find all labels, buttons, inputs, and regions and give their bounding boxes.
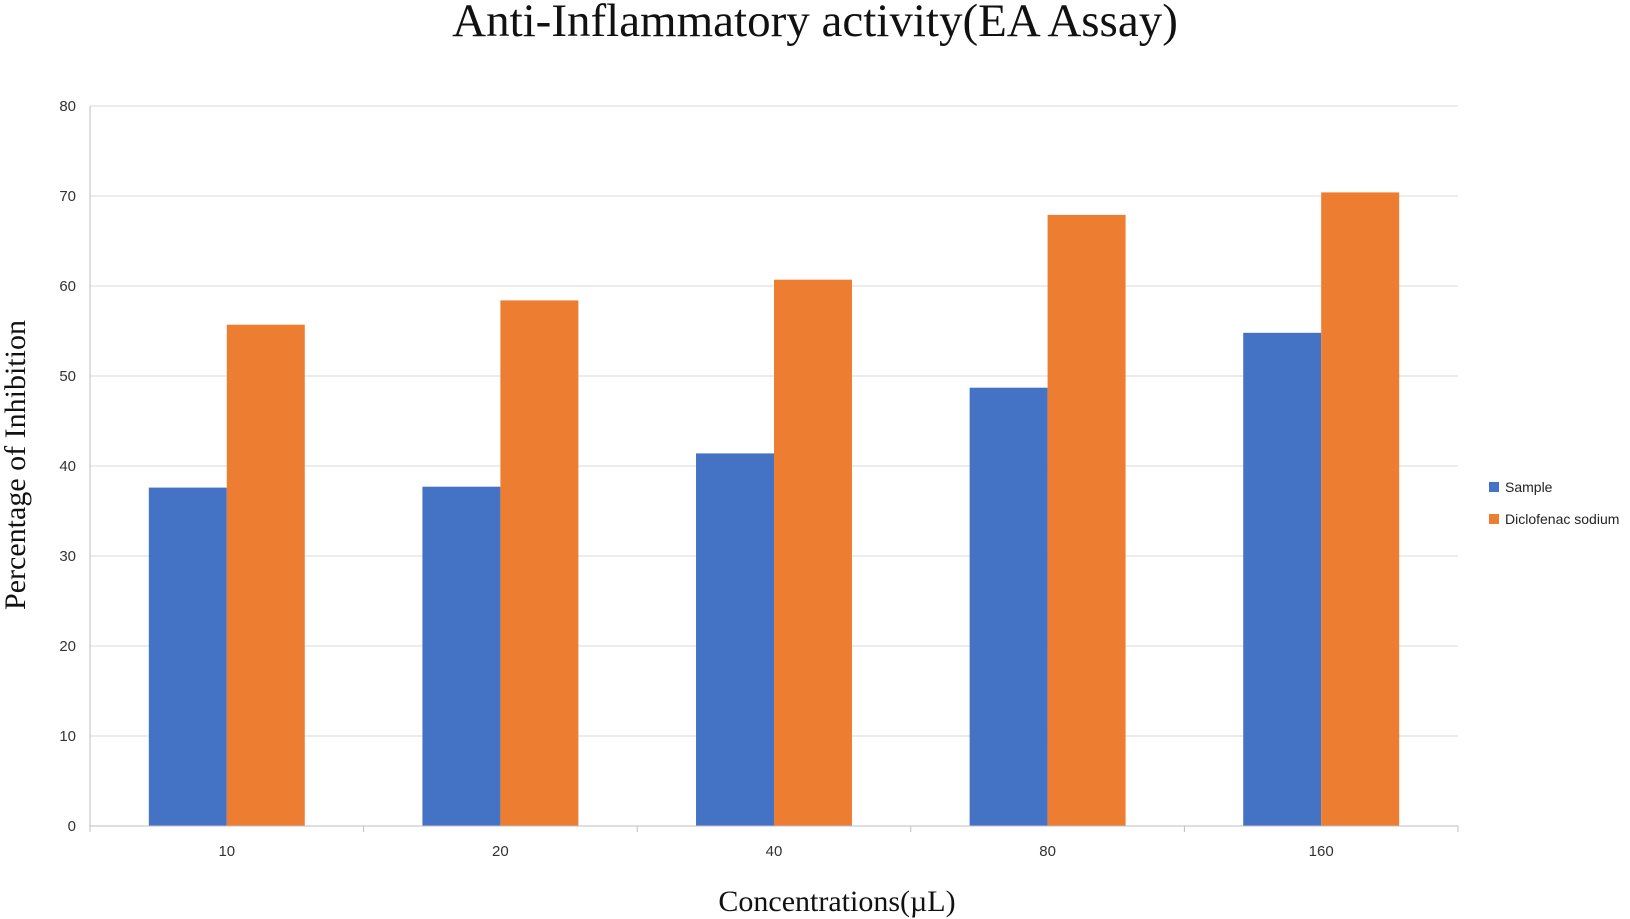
legend-label: Sample [1505, 479, 1553, 495]
legend-label: Diclofenac sodium [1505, 511, 1619, 527]
x-tick-label: 80 [1039, 843, 1056, 860]
x-tick-label: 40 [766, 843, 783, 860]
bar [1321, 192, 1400, 826]
legend: Sample Diclofenac sodium [1489, 479, 1619, 527]
x-axis [89, 106, 1459, 832]
x-tick-label: 160 [1309, 843, 1334, 860]
y-tick-label: 50 [59, 368, 76, 385]
y-tick-label: 0 [68, 818, 76, 835]
y-tick-label: 80 [59, 98, 76, 115]
bar [148, 487, 227, 826]
legend-swatch [1489, 514, 1499, 524]
bar [774, 279, 852, 826]
chart-title: Anti-Inflammatory activity(EA Assay) [452, 0, 1178, 47]
y-tick-label: 40 [59, 458, 76, 475]
bar [226, 324, 305, 826]
x-tick-labels: 10 20 40 80 160 [218, 843, 1333, 860]
x-axis-title: Concentrations(µL) [718, 885, 955, 918]
legend-swatch [1489, 482, 1499, 492]
y-tick-labels: 0 10 20 30 40 50 60 70 80 [59, 98, 76, 835]
x-tick-label: 10 [218, 843, 235, 860]
x-tick-label: 20 [492, 843, 509, 860]
bar [1243, 332, 1322, 826]
bar [422, 486, 501, 826]
bars [148, 192, 1400, 826]
y-tick-label: 60 [59, 278, 76, 295]
y-tick-label: 30 [59, 548, 76, 565]
bar [969, 387, 1048, 826]
y-tick-label: 70 [59, 188, 76, 205]
bar [1047, 214, 1126, 826]
y-axis-title: Percentage of Inhibition [0, 320, 32, 610]
bar [696, 453, 774, 826]
bar [500, 300, 579, 826]
y-tick-label: 20 [59, 638, 76, 655]
y-tick-label: 10 [59, 728, 76, 745]
